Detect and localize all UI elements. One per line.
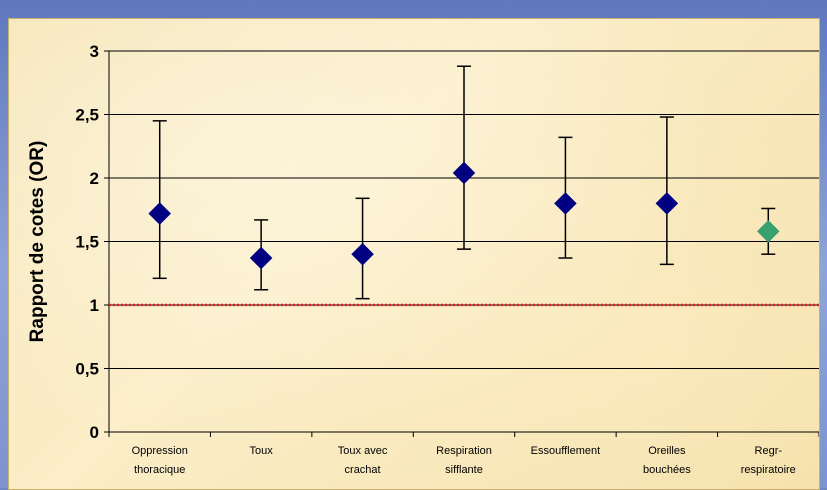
odds-ratio-marker (351, 242, 374, 266)
odds-ratio-marker (756, 219, 780, 243)
y-tick-label: 2 (90, 169, 99, 188)
odds-ratio-marker (452, 161, 476, 185)
y-tick-label: 2,5 (75, 106, 99, 125)
odds-ratio-marker (148, 202, 172, 225)
odds-ratio-marker (249, 246, 273, 270)
x-category-label: Regr-respiratoire (741, 445, 796, 476)
x-category-label: Respiration sifflante (436, 445, 492, 476)
x-category-label: Toux (250, 445, 274, 457)
odds-ratio-marker (554, 192, 577, 215)
y-tick-label: 1 (90, 296, 99, 315)
x-category-label: Essoufflement (531, 445, 601, 457)
y-tick-label: 3 (90, 42, 99, 61)
y-tick-label: 0,5 (75, 360, 99, 379)
y-tick-label: 1,5 (75, 233, 99, 252)
x-category-label: Oreilles bouchées (643, 445, 691, 476)
x-category-label: Toux avec crachat (338, 445, 388, 476)
chart-panel: 0 0,5 1 1,5 2 2,5 3 Oppression thoracique Toux Tou… (8, 18, 820, 490)
y-tick-label: 0 (90, 423, 99, 442)
odds-ratio-marker (655, 192, 679, 215)
odds-ratio-chart: 0 0,5 1 1,5 2 2,5 3 Oppression thoracique Toux Tou… (27, 42, 819, 476)
y-axis-title: Rapport de cotes (OR) (27, 141, 48, 343)
x-category-label: Oppression thoracique (132, 445, 188, 476)
